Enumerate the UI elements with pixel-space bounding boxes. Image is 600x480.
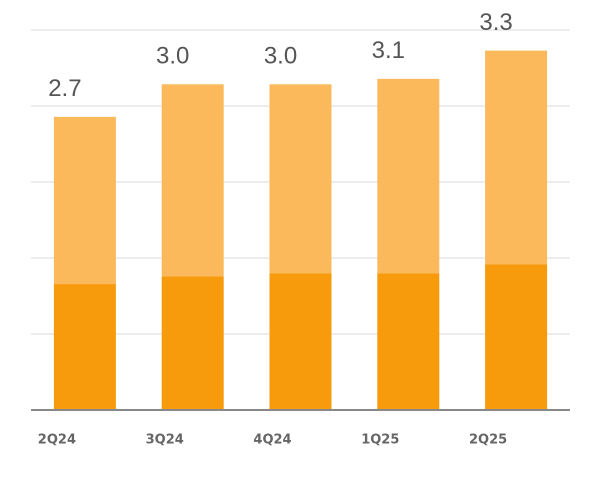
x-tick-label: 1Q25 [361,433,399,448]
bar-segment [161,276,224,410]
total-label: 3.3 [479,9,512,36]
total-label: 3.0 [156,43,189,70]
bar-segment [485,50,548,265]
bar-segment [485,264,548,410]
x-tick-label: 4Q24 [253,433,291,448]
bar-segment [377,78,440,274]
x-tick-label: 2Q25 [469,433,507,448]
bar-segment [161,84,224,277]
total-label: 3.0 [264,43,297,70]
total-label: 3.1 [372,37,405,64]
total-label: 2.7 [48,75,81,102]
bar-segment [53,116,116,285]
x-tick-label: 2Q24 [38,433,76,448]
bar-segment [377,273,440,410]
bar-segment [269,84,332,274]
x-tick-label: 3Q24 [146,433,184,448]
bar-segment [269,273,332,410]
bar-segment [53,284,116,410]
